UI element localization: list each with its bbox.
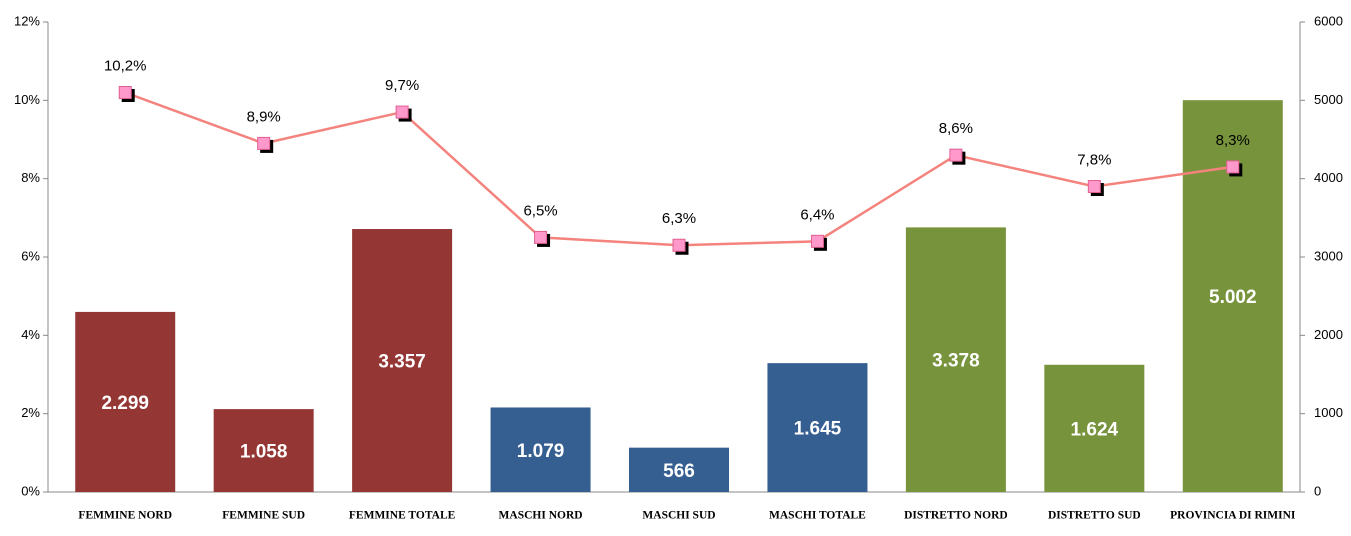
marker (949, 148, 963, 162)
line-value-label: 6,5% (523, 202, 557, 219)
marker (534, 230, 548, 244)
line-value-label: 8,6% (939, 120, 973, 137)
x-tick-label: DISTRETTO SUD (1048, 510, 1141, 522)
bar (213, 409, 314, 492)
y-tick-label: 2% (21, 405, 40, 420)
y2-tick-label: 2000 (1314, 327, 1343, 342)
line-value-label: 6,3% (662, 210, 696, 227)
bar-value-label: 566 (663, 461, 695, 482)
bar-value-label: 3.357 (378, 352, 426, 373)
marker (672, 238, 686, 252)
y-tick-label: 0% (21, 483, 40, 498)
bar-value-label: 1.645 (794, 419, 842, 440)
y2-tick-label: 4000 (1314, 170, 1343, 185)
y2-tick-label: 5000 (1314, 92, 1343, 107)
y2-tick-label: 6000 (1314, 13, 1343, 28)
x-tick-label: MASCHI SUD (642, 510, 715, 522)
line-value-label: 6,4% (800, 206, 834, 223)
y-tick-label: 6% (21, 248, 40, 263)
y-tick-label: 10% (14, 92, 40, 107)
bar (352, 229, 453, 492)
marker (395, 105, 409, 119)
bar (629, 447, 729, 492)
y2-tick-label: 0 (1314, 483, 1321, 498)
marker (257, 136, 271, 150)
bar (767, 363, 868, 492)
y-tick-label: 4% (21, 327, 40, 342)
x-tick-label: MASCHI NORD (499, 510, 583, 522)
marker (1087, 180, 1101, 193)
line-value-label: 7,8% (1077, 151, 1111, 168)
bar-value-label: 1.624 (1071, 419, 1119, 440)
bar-value-label: 3.378 (932, 351, 980, 372)
x-tick-label: FEMMINE SUD (222, 510, 305, 522)
bar-value-label: 2.299 (101, 393, 149, 414)
x-tick-label: MASCHI TOTALE (769, 510, 866, 522)
line-value-label: 10,2% (104, 57, 147, 74)
y-tick-label: 12% (14, 13, 40, 28)
x-tick-label: DISTRETTO NORD (904, 510, 1008, 522)
y2-tick-label: 3000 (1314, 248, 1343, 263)
bar (490, 407, 591, 492)
line-value-label: 9,7% (385, 77, 419, 94)
bar-value-label: 1.058 (240, 442, 288, 463)
bar (1044, 364, 1145, 492)
x-tick-label: FEMMINE NORD (78, 510, 172, 522)
marker (810, 234, 824, 248)
bar-value-label: 1.079 (517, 441, 565, 462)
x-tick-label: FEMMINE TOTALE (349, 510, 456, 522)
line-value-label: 8,9% (247, 108, 281, 125)
bar (905, 227, 1006, 492)
marker (1226, 160, 1240, 174)
y-tick-label: 8% (21, 170, 40, 185)
marker (118, 86, 132, 99)
bar (75, 311, 176, 492)
y2-tick-label: 1000 (1314, 405, 1343, 420)
bar-value-label: 5.002 (1209, 287, 1257, 308)
line-value-label: 8,3% (1216, 132, 1250, 149)
x-tick-label: PROVINCIA DI RIMINI (1170, 510, 1296, 522)
